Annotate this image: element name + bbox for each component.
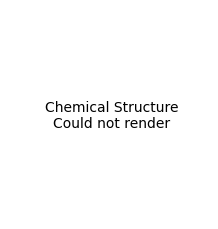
Text: Chemical Structure
Could not render: Chemical Structure Could not render (45, 101, 179, 131)
